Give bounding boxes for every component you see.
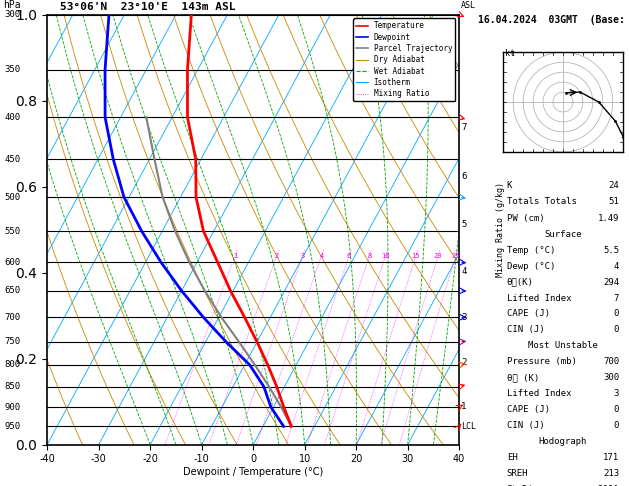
Text: 4: 4 xyxy=(320,253,323,259)
Text: 3: 3 xyxy=(300,253,304,259)
Text: 300: 300 xyxy=(4,10,20,19)
Text: 550: 550 xyxy=(4,226,20,236)
Text: 700: 700 xyxy=(603,357,619,366)
Text: EH: EH xyxy=(507,453,518,462)
Text: Pressure (mb): Pressure (mb) xyxy=(507,357,577,366)
Text: 700: 700 xyxy=(4,313,20,322)
Text: Lifted Index: Lifted Index xyxy=(507,294,571,302)
Text: 4: 4 xyxy=(614,262,619,271)
Text: 950: 950 xyxy=(4,422,20,431)
Text: θᴇ(K): θᴇ(K) xyxy=(507,278,533,287)
Text: 16.04.2024  03GMT  (Base: 00): 16.04.2024 03GMT (Base: 00) xyxy=(478,15,629,25)
X-axis label: Dewpoint / Temperature (°C): Dewpoint / Temperature (°C) xyxy=(183,467,323,477)
Text: 1: 1 xyxy=(461,402,467,411)
Text: 51: 51 xyxy=(608,197,619,207)
Text: 2: 2 xyxy=(274,253,279,259)
Text: 450: 450 xyxy=(4,155,20,164)
Text: 15: 15 xyxy=(411,253,420,259)
Text: 53°06'N  23°10'E  143m ASL: 53°06'N 23°10'E 143m ASL xyxy=(60,2,235,12)
Text: 0: 0 xyxy=(614,325,619,334)
Text: 5.5: 5.5 xyxy=(603,246,619,255)
Text: 350: 350 xyxy=(4,65,20,74)
Text: 3: 3 xyxy=(461,313,467,322)
Text: km
ASL: km ASL xyxy=(461,0,476,10)
Text: 6: 6 xyxy=(461,172,467,181)
Text: SREH: SREH xyxy=(507,469,528,478)
Legend: Temperature, Dewpoint, Parcel Trajectory, Dry Adiabat, Wet Adiabat, Isotherm, Mi: Temperature, Dewpoint, Parcel Trajectory… xyxy=(353,18,455,101)
Text: 600: 600 xyxy=(4,258,20,267)
Text: 20: 20 xyxy=(434,253,442,259)
Text: 750: 750 xyxy=(4,337,20,347)
Text: 10: 10 xyxy=(381,253,390,259)
Text: 850: 850 xyxy=(4,382,20,391)
Text: Surface: Surface xyxy=(544,230,582,239)
Text: 213: 213 xyxy=(603,469,619,478)
Text: 3: 3 xyxy=(614,389,619,398)
Text: 0: 0 xyxy=(614,310,619,318)
Text: CIN (J): CIN (J) xyxy=(507,325,545,334)
Text: 6: 6 xyxy=(347,253,351,259)
Text: CAPE (J): CAPE (J) xyxy=(507,405,550,414)
Text: 25: 25 xyxy=(452,253,460,259)
Text: LCL: LCL xyxy=(461,422,476,431)
Text: K: K xyxy=(507,181,512,190)
Text: 260°: 260° xyxy=(598,485,619,486)
Text: 171: 171 xyxy=(603,453,619,462)
Text: Dewp (°C): Dewp (°C) xyxy=(507,262,555,271)
Text: kt: kt xyxy=(505,49,515,58)
Text: 500: 500 xyxy=(4,192,20,202)
Text: StmDir: StmDir xyxy=(507,485,539,486)
Text: 1: 1 xyxy=(233,253,237,259)
Text: 5: 5 xyxy=(461,220,467,229)
Text: 0: 0 xyxy=(614,405,619,414)
Text: Hodograph: Hodograph xyxy=(539,437,587,446)
Text: 4: 4 xyxy=(461,267,467,276)
Text: 24: 24 xyxy=(608,181,619,190)
Text: θᴇ (K): θᴇ (K) xyxy=(507,373,539,382)
Text: 2: 2 xyxy=(461,358,467,367)
Text: 800: 800 xyxy=(4,361,20,369)
Text: 400: 400 xyxy=(4,113,20,122)
Text: 650: 650 xyxy=(4,286,20,295)
Text: PW (cm): PW (cm) xyxy=(507,214,545,223)
Text: Lifted Index: Lifted Index xyxy=(507,389,571,398)
Text: Temp (°C): Temp (°C) xyxy=(507,246,555,255)
Text: 7: 7 xyxy=(614,294,619,302)
Text: hPa: hPa xyxy=(3,0,20,10)
Text: Totals Totals: Totals Totals xyxy=(507,197,577,207)
Text: CIN (J): CIN (J) xyxy=(507,421,545,430)
Text: 294: 294 xyxy=(603,278,619,287)
Text: CAPE (J): CAPE (J) xyxy=(507,310,550,318)
Text: 300: 300 xyxy=(603,373,619,382)
Text: 900: 900 xyxy=(4,402,20,412)
Text: Most Unstable: Most Unstable xyxy=(528,341,598,350)
Text: 8: 8 xyxy=(367,253,372,259)
Text: Mixing Ratio (g/kg): Mixing Ratio (g/kg) xyxy=(496,182,505,277)
Text: 1.49: 1.49 xyxy=(598,214,619,223)
Text: 7: 7 xyxy=(461,122,467,132)
Text: 0: 0 xyxy=(614,421,619,430)
